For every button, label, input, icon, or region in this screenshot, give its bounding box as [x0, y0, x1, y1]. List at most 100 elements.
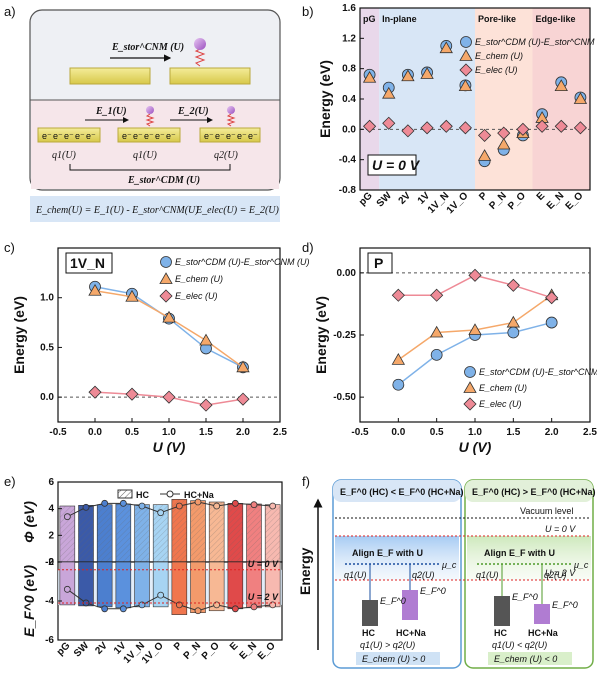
- e-bottom-bar-3: [115, 561, 132, 609]
- e-x-tick-label-10: E_N: [238, 640, 260, 662]
- e-x-tick-label-5: 1V_O: [140, 640, 166, 666]
- e-top-hatch-8: [209, 502, 225, 562]
- slab-2: [117, 127, 181, 143]
- f-right-ineq: q1(U) < q2(U): [492, 640, 547, 650]
- e-legend-hc-swatch: [117, 489, 133, 499]
- x-tick-label-0: -0.5: [351, 427, 369, 438]
- f-left-result: E_chem (U) > 0: [362, 654, 425, 664]
- brace: [69, 164, 231, 171]
- spring-3: [226, 113, 236, 127]
- slab-3: [199, 127, 261, 143]
- e-top-hcna-point-2: [101, 499, 109, 507]
- b-legend-label-0: E_stor^CDM (U)-E_stor^CNM (U): [475, 37, 597, 47]
- electron-10: e⁻: [204, 131, 214, 141]
- panel-c-series-2-point-1: [125, 387, 139, 401]
- panel-d-series-1-point-2: [468, 323, 482, 335]
- e-x-tick-label-2: 2V: [93, 640, 110, 657]
- x-tick-label-4: 1.5: [506, 427, 520, 438]
- d-annotation-box: [367, 252, 393, 274]
- electron-12: e⁻: [226, 131, 236, 141]
- x-axis-label: U (V): [153, 439, 186, 455]
- e-u2-label: U = 2 V: [248, 592, 279, 602]
- x-tick-label-3: 1.0: [468, 427, 482, 438]
- x-tick-label-2: 0.5: [125, 427, 139, 438]
- panel-c-series-2-point-2: [162, 390, 176, 404]
- panel-e: e) 0 2 4 6 Φ (eV) HC HC+Na U = 0 V U = 2 V -6 -4 -2…: [4, 474, 283, 666]
- panel-d-series-0-point-3: [507, 326, 520, 339]
- region-label-3: Edge-like: [536, 14, 576, 24]
- b-series-2-point-2: [401, 124, 415, 138]
- x-tick-label-1: SW: [375, 190, 395, 210]
- e-legend-hc: HC: [136, 490, 149, 500]
- e-top-hcna-point-8: [213, 502, 221, 510]
- e-bottom-y-tick-label-1: -4: [45, 596, 54, 607]
- e-x-tick-label-0: pG: [55, 640, 73, 658]
- b-annotation: U = 0 V: [372, 157, 421, 173]
- x-tick-label-3: 1.0: [162, 427, 176, 438]
- x-tick-label-4: 1.5: [199, 427, 213, 438]
- e-u0-label: U = 0 V: [248, 559, 279, 569]
- region-label-1: In-plane: [382, 14, 417, 24]
- e-bottom-y-tick-label-0: -6: [45, 635, 54, 646]
- e-x-tick-label-8: P_O: [200, 640, 222, 662]
- panel-f: f) Energy E_F^0 (HC) < E_F^0 (HC+Na) E_F…: [297, 474, 596, 669]
- e-bottom-bar-2: [96, 561, 113, 608]
- y-tick-label-6: 1.6: [342, 3, 356, 14]
- electron-6: e⁻: [133, 131, 143, 141]
- electron-2: e⁻: [64, 131, 74, 141]
- electron-7: e⁻: [144, 131, 154, 141]
- e-bottom-bar-4: [134, 561, 150, 608]
- electron-4: e⁻: [86, 131, 96, 141]
- b-series-2-point-7: [497, 126, 511, 140]
- e-x-tick-label-1: SW: [72, 640, 92, 660]
- top-formula: E_stor^CNM (U): [111, 42, 184, 53]
- panel-d-series-2-point-4: [545, 291, 559, 305]
- panel-c: c) -0.5 0.0 0.5 1.0 1.5 2.0 2.50.00.51.0U (V)E…: [4, 240, 309, 455]
- panel-a-lower-bg: [31, 100, 279, 189]
- y-tick-label-2: 1.0: [40, 293, 54, 304]
- electron-8: e⁻: [155, 131, 165, 141]
- e-bottom-hcna-point-9: [231, 605, 239, 613]
- f-right-title: E_F^0 (HC) > E_F^0 (HC+Na): [472, 487, 596, 497]
- equation-box: [30, 196, 280, 222]
- panel-d: d) -0.5 0.0 0.5 1.0 1.5 2.0 2.5 -0.50 -0.25 0.00 U…: [302, 240, 597, 455]
- x-tick-label-5: 2.0: [236, 427, 250, 438]
- e-x-tick-label-9: E: [228, 640, 241, 653]
- y-axis-label: Energy (eV): [313, 296, 329, 374]
- e-top-hcna-point-9: [231, 499, 239, 507]
- b-series-2-point-3: [420, 121, 434, 135]
- e-top-y-tick-label-1: 2: [48, 530, 54, 541]
- e-top-y-label: Φ (eV): [21, 501, 37, 543]
- brace-label: E_stor^CDM (U): [127, 175, 200, 186]
- spring-2: [145, 113, 155, 127]
- e-legend-hcna: HC+Na: [184, 490, 215, 500]
- e-top-hcna-point-7: [194, 498, 202, 506]
- b-series-2-point-6: [478, 128, 492, 142]
- b-series-2-point-5: [458, 121, 472, 135]
- b-series-2-point-8: [516, 122, 530, 136]
- f-right-q1: q1(U): [476, 570, 499, 580]
- b-legend-marker-0: [460, 36, 472, 48]
- b-series-1-point-10: [554, 79, 568, 92]
- c-legend-marker-2: [159, 289, 173, 303]
- b-series-1-point-6: [477, 149, 492, 161]
- e-top-hatch-1: [78, 505, 94, 562]
- b-legend-label-1: E_chem (U): [475, 51, 523, 61]
- q-label-2: q1(U): [133, 150, 158, 161]
- panel-c-series-2-point-3: [199, 398, 213, 412]
- c-legend-label-0: E_stor^CDM (U)-E_stor^CNM (U): [175, 257, 309, 267]
- panel-d-series-0-point-1: [430, 348, 443, 361]
- panel-c-series-1-point-4: [236, 360, 250, 373]
- e-top-y-tick-label-2: 4: [48, 504, 54, 515]
- f-left-mu: μ_c: [441, 560, 457, 570]
- e-bottom-bar-8: [208, 561, 225, 612]
- na-atom-3: [227, 106, 235, 114]
- x-tick-label-9: E: [535, 190, 548, 203]
- f-right-ef-hc: E_F^0: [512, 592, 538, 602]
- x-tick-label-0: pG: [357, 190, 375, 208]
- d-legend-label-0: E_stor^CDM (U)-E_stor^CNM (U): [479, 367, 597, 377]
- eq1: E_chem(U) = E_1(U) - E_stor^CNM(U): [35, 205, 199, 216]
- electron-9: e⁻: [166, 131, 176, 141]
- panel-b-label: b): [302, 4, 314, 19]
